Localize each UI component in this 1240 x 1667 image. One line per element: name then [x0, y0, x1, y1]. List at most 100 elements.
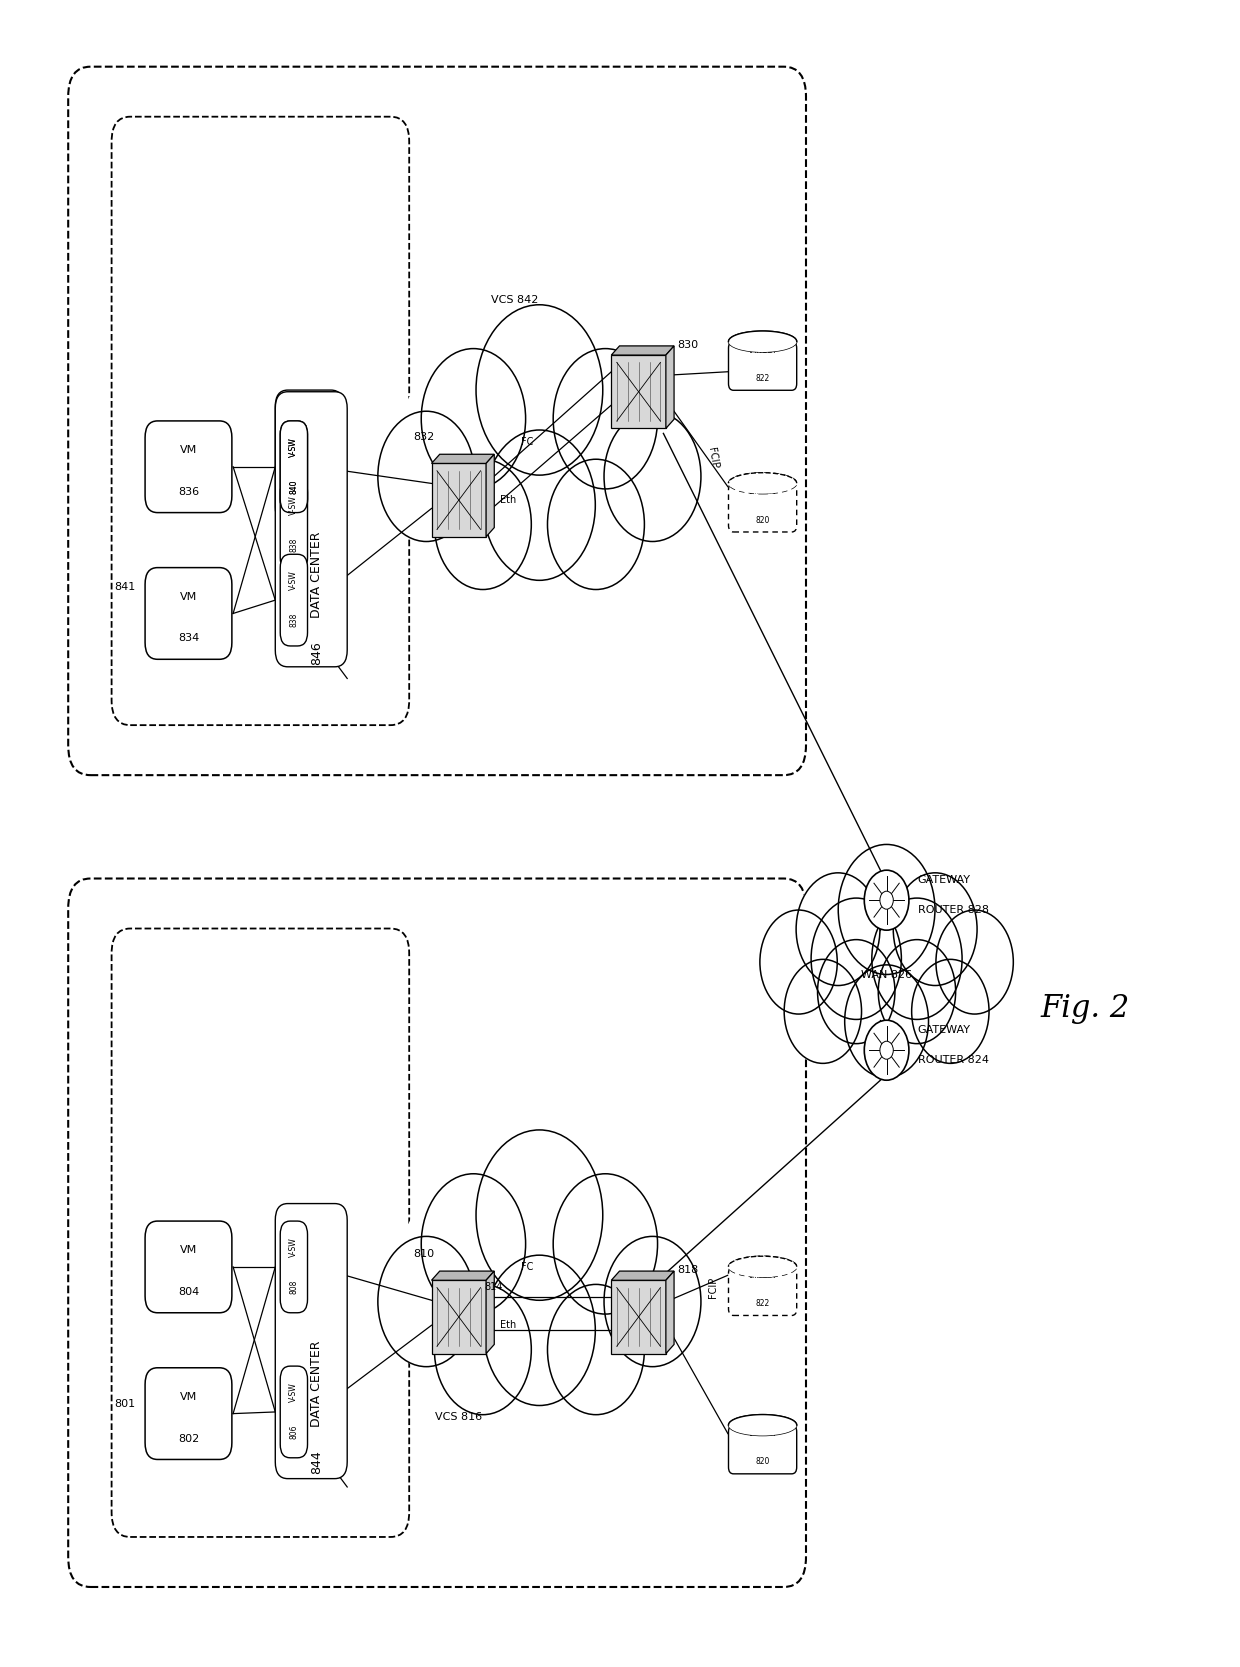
- Circle shape: [796, 874, 880, 985]
- Polygon shape: [666, 347, 675, 428]
- FancyBboxPatch shape: [280, 1367, 308, 1457]
- Polygon shape: [432, 1270, 495, 1280]
- Polygon shape: [611, 1280, 666, 1354]
- Circle shape: [880, 1042, 893, 1059]
- Circle shape: [378, 412, 475, 542]
- Polygon shape: [666, 1270, 675, 1354]
- FancyBboxPatch shape: [145, 567, 232, 658]
- FancyBboxPatch shape: [275, 1204, 347, 1479]
- Ellipse shape: [392, 317, 687, 617]
- Polygon shape: [432, 463, 486, 537]
- Circle shape: [811, 899, 901, 1020]
- Text: TARGET: TARGET: [748, 1270, 777, 1280]
- Text: 801: 801: [114, 1399, 135, 1409]
- Circle shape: [422, 348, 526, 488]
- FancyBboxPatch shape: [275, 390, 343, 523]
- Text: 846: 846: [310, 642, 322, 665]
- FancyBboxPatch shape: [280, 553, 308, 645]
- Circle shape: [434, 1284, 531, 1415]
- Circle shape: [553, 348, 657, 488]
- Ellipse shape: [729, 1257, 797, 1277]
- Text: V-SW: V-SW: [289, 437, 299, 457]
- Circle shape: [422, 1174, 526, 1314]
- Text: V-SW: V-SW: [289, 1382, 299, 1402]
- Text: GATEWAY: GATEWAY: [918, 1025, 971, 1035]
- Text: 822: 822: [755, 1299, 770, 1309]
- Circle shape: [476, 305, 603, 475]
- Text: V-SW: V-SW: [289, 437, 299, 457]
- Text: 810: 810: [413, 1249, 435, 1259]
- Text: VM: VM: [180, 592, 197, 602]
- Text: ROUTER 824: ROUTER 824: [918, 1055, 988, 1065]
- Circle shape: [484, 430, 595, 580]
- Circle shape: [484, 1255, 595, 1405]
- Text: FC: FC: [521, 437, 533, 447]
- Text: 830: 830: [677, 340, 699, 350]
- Text: 804: 804: [177, 1287, 200, 1297]
- Text: 806: 806: [289, 1425, 299, 1439]
- Ellipse shape: [729, 1257, 797, 1277]
- Text: 822: 822: [755, 373, 770, 383]
- Circle shape: [838, 845, 935, 975]
- Text: 838: 838: [289, 613, 299, 627]
- Text: FCIP: FCIP: [708, 1277, 718, 1297]
- Text: DATA CENTER: DATA CENTER: [310, 532, 322, 618]
- Text: WAN 826: WAN 826: [861, 970, 913, 980]
- Text: V-SW: V-SW: [289, 495, 299, 515]
- FancyBboxPatch shape: [145, 1220, 232, 1314]
- Circle shape: [864, 870, 909, 930]
- Text: 814: 814: [485, 1282, 502, 1292]
- FancyBboxPatch shape: [729, 483, 797, 532]
- Ellipse shape: [729, 1415, 797, 1435]
- Polygon shape: [611, 1270, 675, 1280]
- FancyBboxPatch shape: [729, 342, 797, 390]
- Circle shape: [911, 959, 990, 1064]
- Text: VM: VM: [180, 445, 197, 455]
- Ellipse shape: [729, 332, 797, 352]
- FancyBboxPatch shape: [729, 1267, 797, 1315]
- Circle shape: [864, 1020, 909, 1080]
- Circle shape: [844, 965, 929, 1077]
- Circle shape: [936, 910, 1013, 1014]
- Text: Fig. 2: Fig. 2: [1040, 994, 1130, 1024]
- Circle shape: [604, 412, 701, 542]
- Text: 840: 840: [289, 480, 299, 493]
- Text: TARGET: TARGET: [748, 487, 777, 497]
- Circle shape: [760, 910, 837, 1014]
- Circle shape: [880, 892, 893, 909]
- Text: VCS 816: VCS 816: [435, 1412, 482, 1422]
- Circle shape: [872, 899, 962, 1020]
- Text: ROUTER 828: ROUTER 828: [918, 905, 988, 915]
- Text: 802: 802: [177, 1434, 200, 1444]
- Polygon shape: [611, 347, 675, 355]
- Text: TARGET: TARGET: [748, 1429, 777, 1439]
- Text: FC: FC: [521, 1262, 533, 1272]
- Text: 844: 844: [310, 1450, 322, 1474]
- Text: TARGET: TARGET: [748, 345, 777, 355]
- Circle shape: [548, 1284, 645, 1415]
- Text: DATA CENTER: DATA CENTER: [310, 1340, 322, 1427]
- Ellipse shape: [729, 473, 797, 493]
- Text: 836: 836: [177, 487, 200, 497]
- Circle shape: [553, 1174, 657, 1314]
- Text: 832: 832: [413, 432, 435, 442]
- Circle shape: [893, 874, 977, 985]
- Polygon shape: [611, 355, 666, 428]
- Text: V-SW: V-SW: [289, 1237, 299, 1257]
- Text: 820: 820: [755, 515, 770, 525]
- Text: 838: 838: [289, 538, 299, 552]
- FancyBboxPatch shape: [280, 478, 308, 570]
- Text: VCS 842: VCS 842: [491, 295, 538, 305]
- Polygon shape: [486, 455, 495, 537]
- Text: V-SW: V-SW: [289, 570, 299, 590]
- Text: Eth: Eth: [500, 495, 517, 505]
- Circle shape: [378, 1237, 475, 1367]
- Text: 808: 808: [289, 1280, 299, 1294]
- Text: GATEWAY: GATEWAY: [918, 875, 971, 885]
- Polygon shape: [432, 455, 495, 463]
- FancyBboxPatch shape: [145, 1367, 232, 1460]
- Polygon shape: [486, 1270, 495, 1354]
- Text: FCIP: FCIP: [707, 447, 719, 470]
- Polygon shape: [432, 1280, 486, 1354]
- Ellipse shape: [775, 854, 998, 1097]
